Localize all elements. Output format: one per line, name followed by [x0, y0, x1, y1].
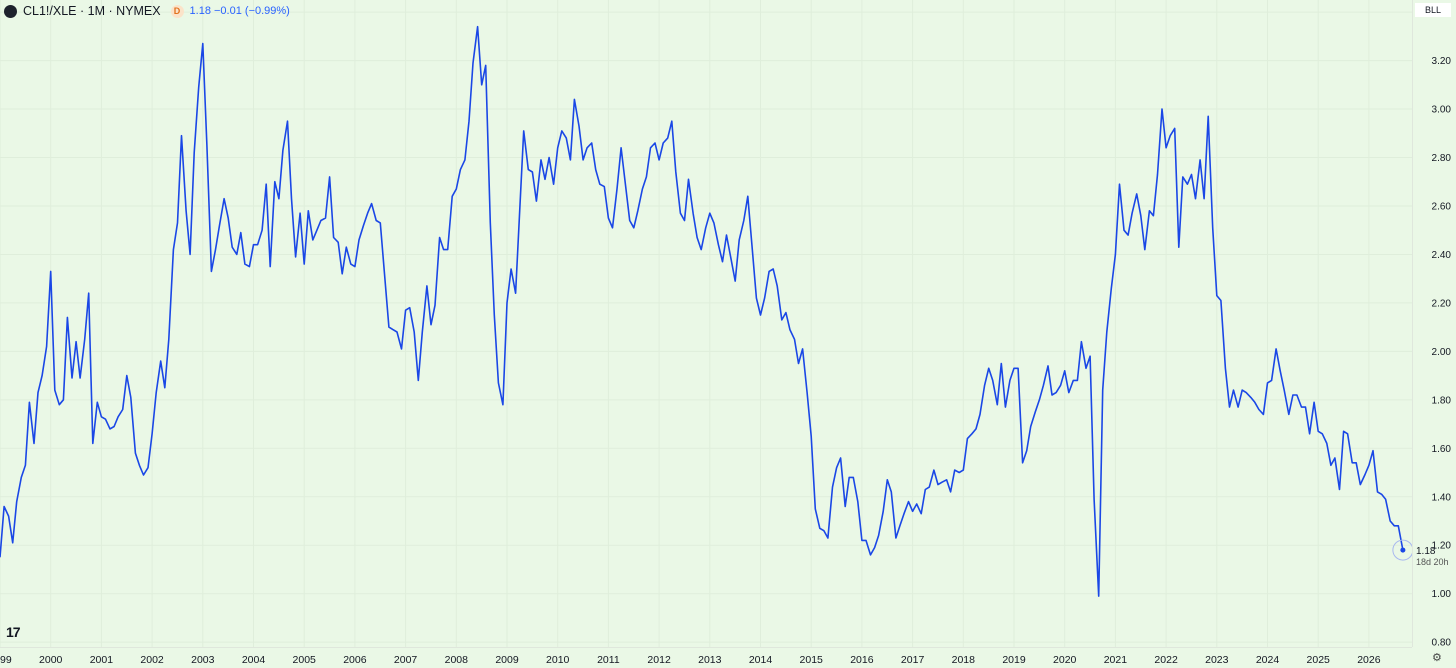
tradingview-logo-icon[interactable]: 17	[6, 624, 21, 640]
x-tick-label: 2017	[901, 654, 925, 666]
last-price-label: 1.18 18d 20h	[1416, 546, 1449, 568]
x-tick-label: 2002	[140, 654, 164, 666]
x-tick-label: 2001	[90, 654, 114, 666]
y-tick-label: 2.00	[1432, 347, 1452, 358]
symbol-title: CL1!/XLE · 1M · NYMEX	[23, 4, 161, 18]
x-tick-label: 2019	[1002, 654, 1026, 666]
chart-plot-area[interactable]	[0, 0, 1412, 647]
y-tick-label: 1.60	[1432, 444, 1452, 455]
y-tick-label: 1.80	[1432, 395, 1452, 406]
x-tick-label: 2025	[1307, 654, 1331, 666]
x-tick-label: 2022	[1154, 654, 1178, 666]
x-tick-label: 2016	[850, 654, 874, 666]
x-tick-label: 2011	[597, 654, 620, 666]
symbol-legend[interactable]: CL1!/XLE · 1M · NYMEX D 1.18 −0.01 (−0.9…	[4, 2, 290, 20]
x-tick-label: 2010	[546, 654, 570, 666]
price-line	[0, 25, 1404, 597]
x-tick-label: 2003	[191, 654, 215, 666]
x-tick-label: 2008	[445, 654, 469, 666]
y-tick-label: 2.40	[1432, 250, 1452, 261]
y-tick-label: 2.60	[1432, 201, 1452, 212]
y-tick-label: 1.20	[1432, 541, 1452, 552]
settings-gear-icon[interactable]: ⚙	[1432, 652, 1442, 664]
y-tick-label: 0.80	[1432, 638, 1452, 647]
y-tick-label: 1.00	[1432, 589, 1452, 600]
currency-button[interactable]: BLL	[1415, 3, 1451, 17]
last-price-value: 1.18	[1416, 546, 1436, 557]
x-tick-label: 2015	[800, 654, 824, 666]
interval-badge: D	[170, 4, 184, 18]
x-tick-label: 2009	[495, 654, 519, 666]
x-tick-label: 2014	[749, 654, 773, 666]
price-change: 1.18 −0.01 (−0.99%)	[189, 5, 290, 17]
x-tick-label: 2021	[1104, 654, 1128, 666]
x-tick-label: 2004	[242, 654, 266, 666]
last-point-halo	[1392, 539, 1412, 561]
x-tick-label: 2020	[1053, 654, 1077, 666]
bar-countdown: 18d 20h	[1416, 557, 1449, 567]
y-tick-label: 2.80	[1432, 153, 1452, 164]
x-tick-label: 2007	[394, 654, 418, 666]
y-tick-label: 1.40	[1432, 492, 1452, 503]
price-axis[interactable]: 3.403.203.002.802.602.402.202.001.801.60…	[1412, 0, 1456, 647]
x-tick-label: 2000	[39, 654, 63, 666]
x-tick-label: 2024	[1256, 654, 1280, 666]
x-tick-label: 2023	[1205, 654, 1229, 666]
x-tick-label: 2005	[293, 654, 317, 666]
symbol-logo-icon	[4, 4, 17, 18]
x-tick-label: 2006	[343, 654, 367, 666]
x-tick-label: 2012	[647, 654, 671, 666]
x-tick-label: 2018	[952, 654, 976, 666]
time-axis[interactable]: 99 2000 2001 2002 2003 2004 2005 2006 2007 2008 20…	[0, 647, 1412, 668]
x-tick-label: 99	[0, 654, 12, 666]
y-tick-label: 2.20	[1432, 298, 1452, 309]
x-tick-label: 2026	[1357, 654, 1381, 666]
x-tick-label: 2013	[698, 654, 722, 666]
last-point-marker	[1400, 547, 1406, 553]
y-tick-label: 3.20	[1432, 56, 1452, 67]
y-tick-label: 3.00	[1432, 105, 1452, 116]
